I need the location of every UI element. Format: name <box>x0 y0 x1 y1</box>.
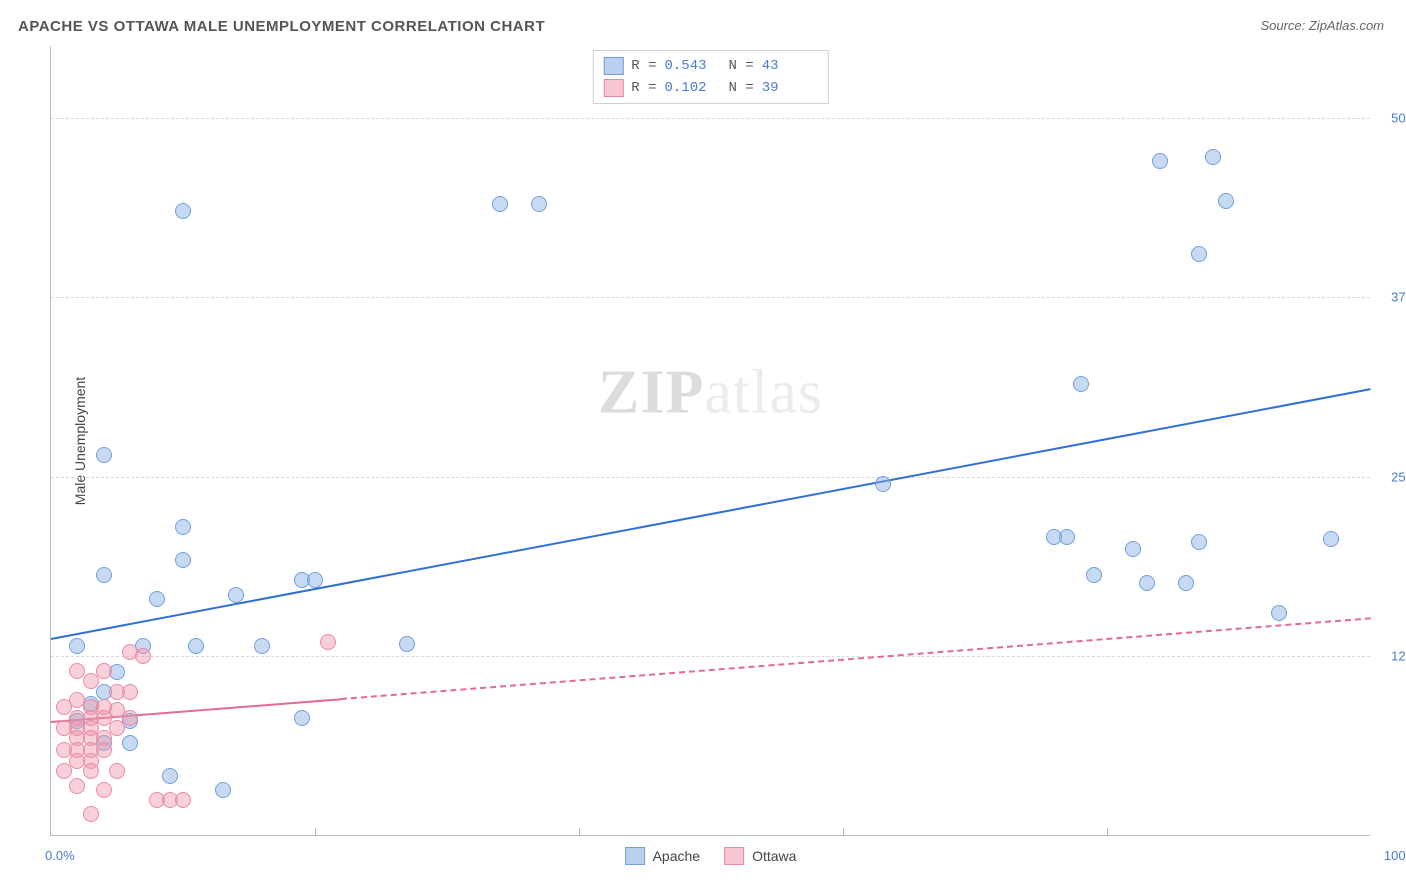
scatter-point-apache <box>1152 153 1168 169</box>
scatter-point-apache <box>1191 534 1207 550</box>
scatter-point-ottawa <box>109 720 125 736</box>
scatter-point-apache <box>399 636 415 652</box>
swatch-apache <box>603 57 623 75</box>
stat-R-ottawa: 0.102 <box>665 80 721 96</box>
legend-stats-row-apache: R = 0.543 N = 43 <box>603 55 817 77</box>
stat-R-apache: 0.543 <box>665 58 721 74</box>
legend-label-ottawa: Ottawa <box>752 848 796 864</box>
legend-item-ottawa: Ottawa <box>724 847 796 865</box>
stat-R-label: R = <box>631 58 656 74</box>
scatter-point-apache <box>122 735 138 751</box>
stat-N-apache: 43 <box>762 58 818 74</box>
x-tick-label: 100.0% <box>1384 848 1406 863</box>
scatter-point-apache <box>307 572 323 588</box>
watermark: ZIPatlas <box>598 358 823 429</box>
gridline-v <box>315 828 316 836</box>
scatter-point-apache <box>492 196 508 212</box>
scatter-point-ottawa <box>83 806 99 822</box>
scatter-point-apache <box>1323 531 1339 547</box>
scatter-point-ottawa <box>96 742 112 758</box>
legend-bottom: Apache Ottawa <box>625 847 797 865</box>
plot-area-wrap: Male Unemployment ZIPatlas R = 0.543 N =… <box>50 46 1370 836</box>
scatter-point-apache <box>175 519 191 535</box>
scatter-point-ottawa <box>175 792 191 808</box>
scatter-point-apache <box>69 638 85 654</box>
scatter-point-apache <box>96 567 112 583</box>
scatter-point-apache <box>875 476 891 492</box>
scatter-point-ottawa <box>83 673 99 689</box>
scatter-point-apache <box>96 447 112 463</box>
scatter-point-ottawa <box>320 634 336 650</box>
scatter-point-ottawa <box>122 710 138 726</box>
scatter-point-apache <box>215 782 231 798</box>
scatter-point-apache <box>1271 605 1287 621</box>
legend-stats-row-ottawa: R = 0.102 N = 39 <box>603 77 817 99</box>
scatter-point-ottawa <box>56 699 72 715</box>
scatter-point-apache <box>1046 529 1062 545</box>
scatter-point-ottawa <box>122 684 138 700</box>
scatter-point-ottawa <box>83 763 99 779</box>
trend-line <box>51 388 1371 640</box>
scatter-point-apache <box>1139 575 1155 591</box>
swatch-apache <box>625 847 645 865</box>
y-tick-label: 12.5% <box>1391 649 1406 664</box>
gridline-v <box>579 828 580 836</box>
gridline-h <box>51 118 1370 119</box>
x-tick-label: 0.0% <box>45 848 75 863</box>
stat-R-label: R = <box>631 80 656 96</box>
scatter-point-apache <box>162 768 178 784</box>
y-tick-label: 50.0% <box>1391 110 1406 125</box>
scatter-point-apache <box>175 552 191 568</box>
swatch-ottawa <box>724 847 744 865</box>
y-tick-label: 25.0% <box>1391 469 1406 484</box>
gridline-v <box>1107 828 1108 836</box>
gridline-h <box>51 656 1370 657</box>
legend-stats-box: R = 0.543 N = 43 R = 0.102 N = 39 <box>592 50 828 104</box>
scatter-point-apache <box>1191 246 1207 262</box>
stat-N-label: N = <box>729 80 754 96</box>
stat-N-label: N = <box>729 58 754 74</box>
scatter-point-apache <box>1218 193 1234 209</box>
scatter-point-apache <box>531 196 547 212</box>
scatter-point-ottawa <box>135 648 151 664</box>
chart-title: APACHE VS OTTAWA MALE UNEMPLOYMENT CORRE… <box>18 18 1388 35</box>
source-attribution: Source: ZipAtlas.com <box>1260 18 1384 33</box>
scatter-point-ottawa <box>96 663 112 679</box>
scatter-point-apache <box>175 203 191 219</box>
scatter-point-apache <box>1125 541 1141 557</box>
scatter-point-apache <box>188 638 204 654</box>
gridline-h <box>51 297 1370 298</box>
scatter-point-ottawa <box>56 763 72 779</box>
scatter-point-apache <box>149 591 165 607</box>
legend-item-apache: Apache <box>625 847 700 865</box>
scatter-point-apache <box>1073 376 1089 392</box>
scatter-point-apache <box>1086 567 1102 583</box>
scatter-point-ottawa <box>96 782 112 798</box>
swatch-ottawa <box>603 79 623 97</box>
scatter-plot: ZIPatlas R = 0.543 N = 43 R = 0.102 N = … <box>50 46 1370 836</box>
legend-label-apache: Apache <box>653 848 700 864</box>
scatter-point-apache <box>228 587 244 603</box>
stat-N-ottawa: 39 <box>762 80 818 96</box>
trend-line <box>341 618 1371 701</box>
scatter-point-apache <box>1178 575 1194 591</box>
gridline-v <box>843 828 844 836</box>
scatter-point-ottawa <box>69 778 85 794</box>
scatter-point-apache <box>254 638 270 654</box>
scatter-point-ottawa <box>109 763 125 779</box>
scatter-point-apache <box>1205 149 1221 165</box>
y-tick-label: 37.5% <box>1391 290 1406 305</box>
gridline-h <box>51 477 1370 478</box>
scatter-point-apache <box>294 710 310 726</box>
